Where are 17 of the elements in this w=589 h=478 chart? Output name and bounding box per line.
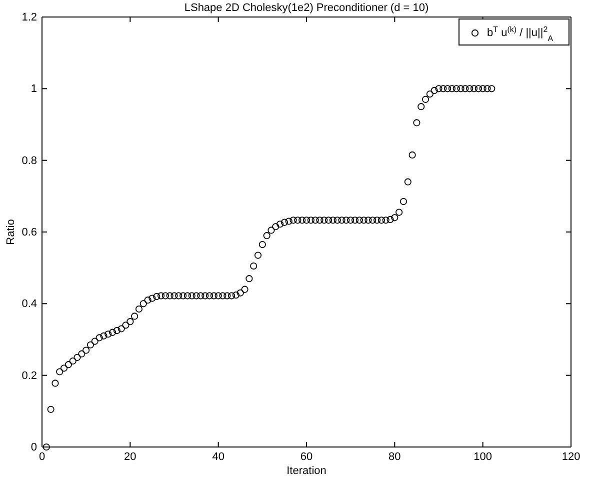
y-axis-title: Ratio — [5, 219, 17, 245]
y-tick-label: 1 — [30, 83, 37, 96]
x-tick-label: 0 — [38, 450, 46, 463]
x-tick-label: 120 — [562, 450, 580, 463]
y-tick-label: 0 — [30, 442, 37, 454]
x-axis-title: Iteration — [286, 465, 326, 477]
y-tick-label: 0.8 — [22, 154, 37, 167]
y-tick-label: 0.4 — [22, 298, 37, 310]
y-tick-label: 1.2 — [22, 12, 37, 24]
x-tick-label: 60 — [300, 450, 313, 463]
chart-title: LShape 2D Cholesky(1e2) Preconditioner (d = 10) — [184, 2, 429, 14]
y-tick-label: 0.6 — [22, 226, 37, 239]
x-tick-label: 100 — [474, 450, 492, 463]
x-tick-label: 80 — [388, 450, 401, 463]
x-tick-label: 20 — [124, 450, 136, 463]
y-tick-label: 0.2 — [22, 370, 37, 382]
x-tick-label: 40 — [212, 450, 224, 463]
